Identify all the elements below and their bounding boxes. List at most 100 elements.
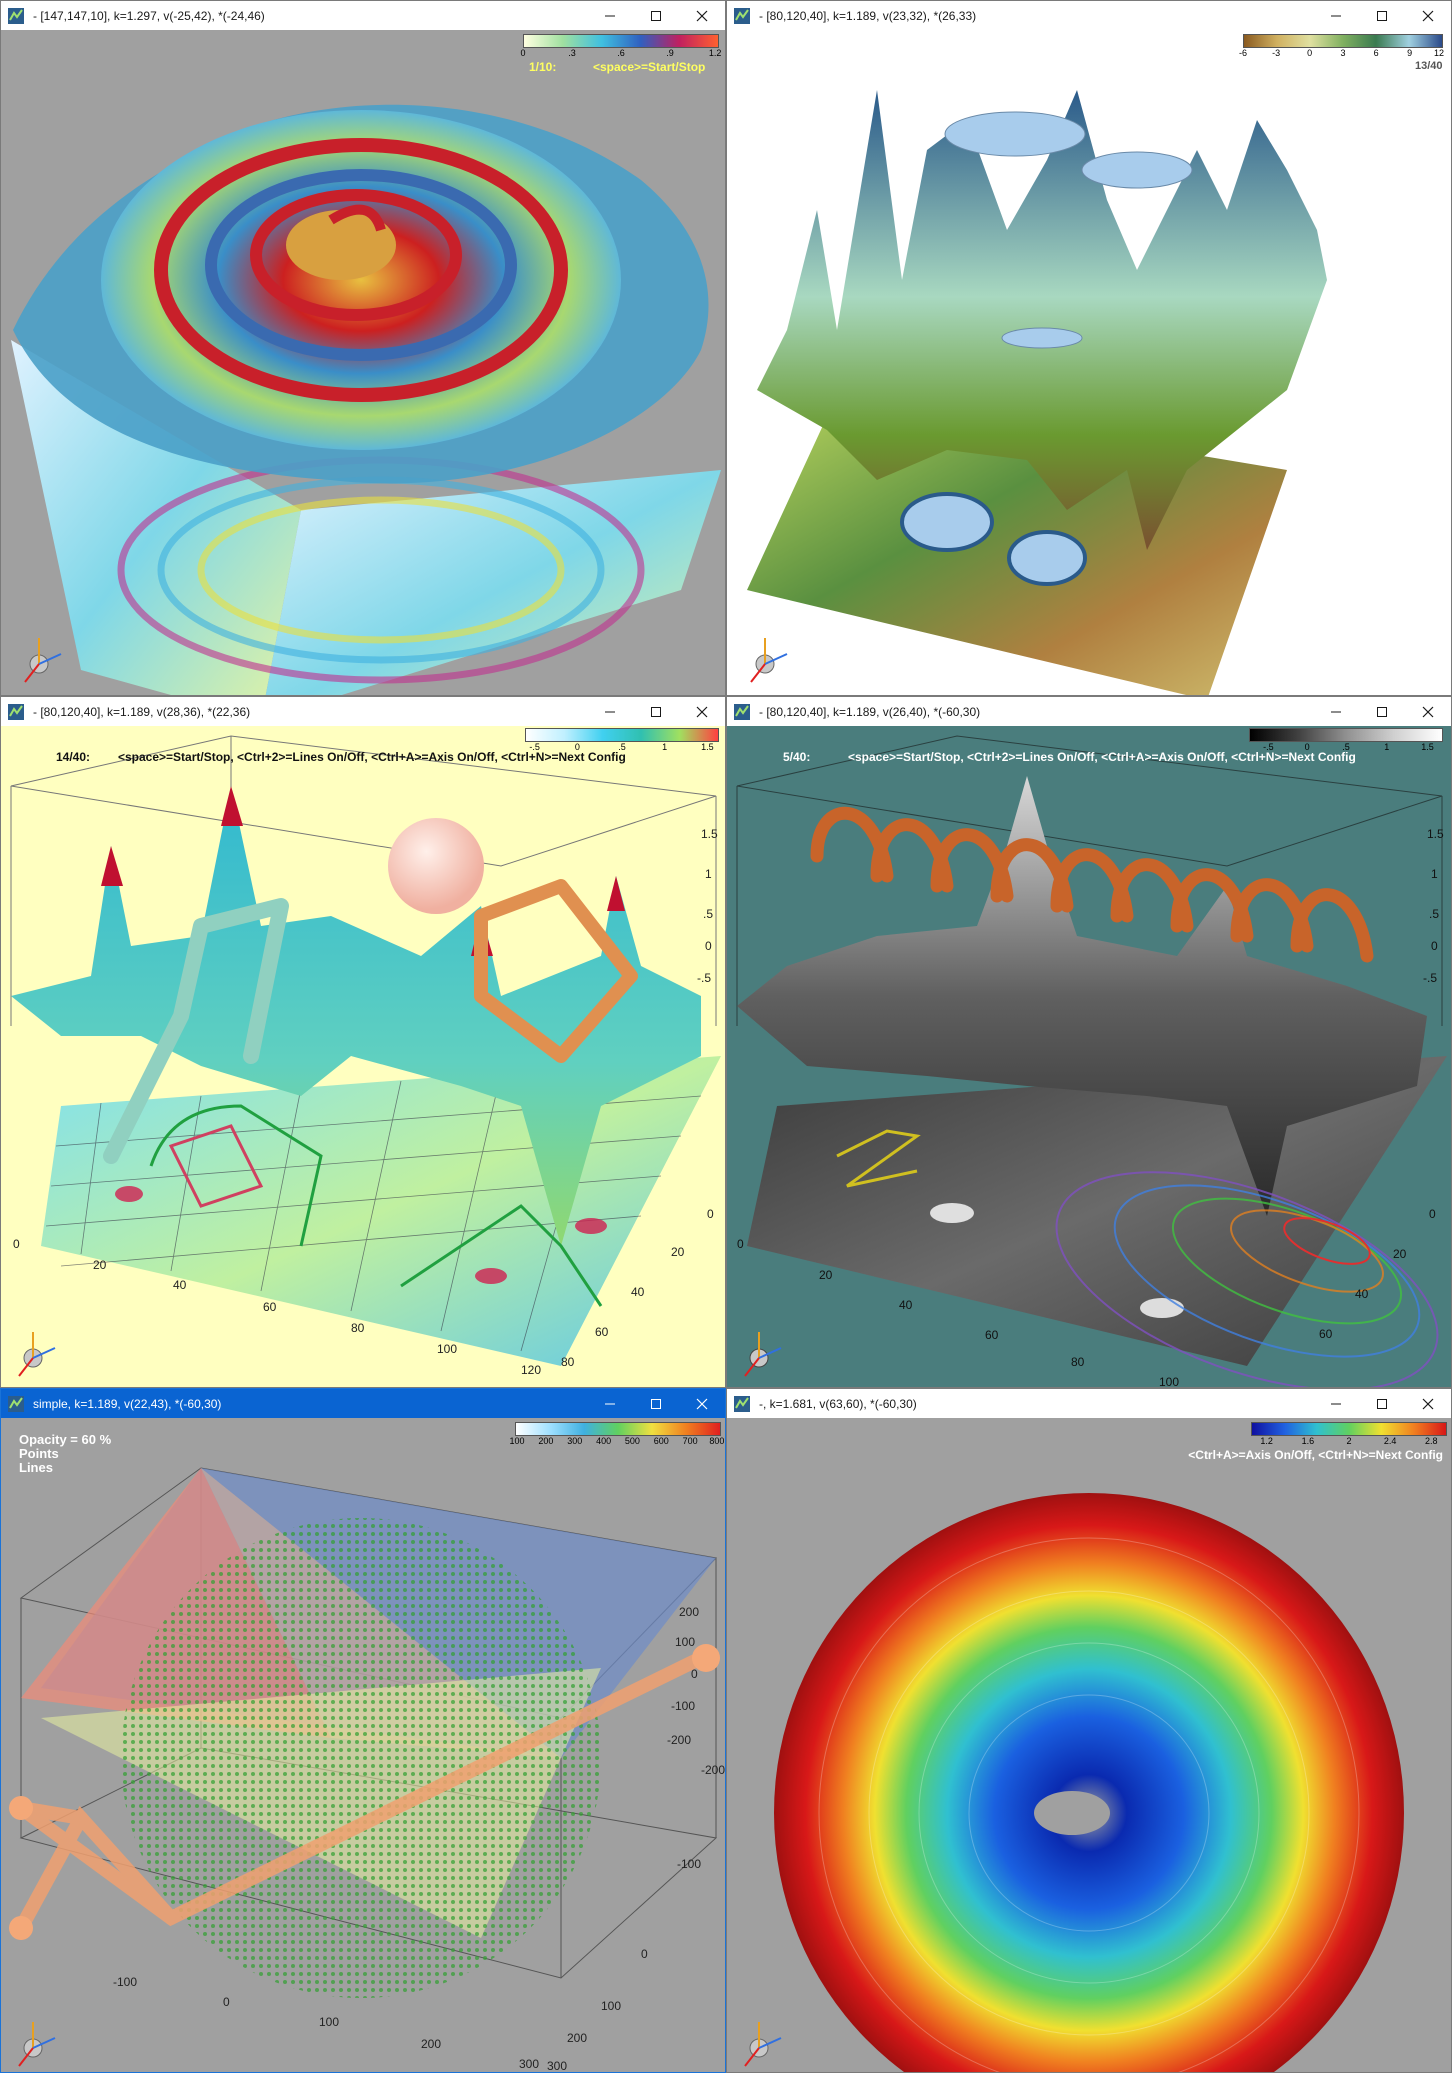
- titlebar[interactable]: simple, k=1.189, v(22,43), *(-60,30): [1, 1389, 725, 1418]
- axis-tick: -100: [671, 1699, 695, 1713]
- render-view[interactable]: 0 20 40 60 80 100 0 20 40 60 1.5 1 .5 0 …: [727, 726, 1451, 1387]
- maximize-button[interactable]: [633, 697, 679, 726]
- colorbar-tick: 600: [653, 1436, 669, 1446]
- render-view[interactable]: 0 .3 .6 .9 1.2 1/10: <space>=Start/Stop: [1, 30, 725, 695]
- minimize-button[interactable]: [1313, 1389, 1359, 1418]
- maximize-button[interactable]: [633, 1389, 679, 1418]
- titlebar[interactable]: - [147,147,10], k=1.297, v(-25,42), *(-2…: [1, 1, 725, 30]
- close-button[interactable]: [1405, 697, 1451, 726]
- hint-text: <space>=Start/Stop, <Ctrl+2>=Lines On/Of…: [118, 750, 626, 764]
- minimize-button[interactable]: [587, 1389, 633, 1418]
- window-surface-teal[interactable]: - [80,120,40], k=1.189, v(26,40), *(-60,…: [726, 696, 1452, 1388]
- close-button[interactable]: [1405, 1, 1451, 30]
- opacity-label: Opacity = 60 %: [19, 1432, 112, 1447]
- colorbar-tick: 1: [1384, 742, 1390, 752]
- app-icon: [8, 1395, 24, 1412]
- maximize-button[interactable]: [1359, 697, 1405, 726]
- render-view[interactable]: 200 100 0 -100 -200 -200 -100 0 100 200 …: [1, 1418, 725, 2072]
- axis-tick: 300: [519, 2057, 539, 2071]
- render-view[interactable]: 1.2 1.6 2 2.4 2.8 <Ctrl+A>=Axis On/Off, …: [727, 1418, 1451, 2072]
- minimize-button[interactable]: [587, 1, 633, 30]
- colorbar: -6 -3 0 3 6 9 12: [1239, 34, 1444, 59]
- floor-hotspot: [115, 1186, 607, 1284]
- axis-tick: 1.5: [701, 827, 718, 841]
- spiral-ring: [154, 138, 568, 402]
- axis-gizmo-icon: [744, 2022, 782, 2067]
- colorbar-ticks: -6 -3 0 3 6 9 12: [1239, 48, 1444, 59]
- maximize-button[interactable]: [1359, 1, 1405, 30]
- torus: [774, 1493, 1404, 2072]
- axis-tick: 100: [437, 1342, 457, 1356]
- window-title: - [80,120,40], k=1.189, v(23,32), *(26,3…: [759, 8, 977, 23]
- window-torus[interactable]: -, k=1.681, v(63,60), *(-60,30): [726, 1388, 1452, 2073]
- tube-segment: [103, 898, 289, 1164]
- contour-lines: [836, 1129, 1439, 1387]
- colorbar-tick: 1.2: [1260, 1436, 1273, 1446]
- app-icon: [8, 703, 24, 720]
- axis-tick: 100: [601, 1999, 621, 2013]
- geometry-plot: 200 100 0 -100 -200 -200 -100 0 100 200 …: [9, 1467, 725, 2072]
- axis-tick: 1: [1431, 867, 1438, 881]
- terrain-mass: [757, 90, 1327, 550]
- titlebar[interactable]: - [80,120,40], k=1.189, v(26,40), *(-60,…: [727, 697, 1451, 726]
- app-icon: [8, 7, 24, 24]
- window-surface-yellow[interactable]: - [80,120,40], k=1.189, v(28,36), *(22,3…: [0, 696, 726, 1388]
- axis-tick: 200: [421, 2037, 441, 2051]
- axis-tick: 80: [351, 1321, 365, 1335]
- titlebar[interactable]: -, k=1.681, v(63,60), *(-60,30): [727, 1389, 1451, 1418]
- colorbar-tick: 2.8: [1425, 1436, 1438, 1446]
- close-button[interactable]: [679, 1389, 725, 1418]
- axis-tick: 40: [899, 1298, 913, 1312]
- axis-tick: 0: [1429, 1207, 1436, 1221]
- window-terrain[interactable]: - [80,120,40], k=1.189, v(23,32), *(26,3…: [726, 0, 1452, 696]
- minimize-button[interactable]: [587, 697, 633, 726]
- colorbar-tick: 2.4: [1383, 1436, 1397, 1446]
- close-button[interactable]: [679, 697, 725, 726]
- spiral-ring: [205, 169, 517, 361]
- colorbar-gradient: [515, 1422, 721, 1436]
- render-view[interactable]: 0 20 40 60 80 100 120 0 20 40 60 80 1.5 …: [1, 726, 725, 1387]
- colorbar-tick: 2: [1346, 1436, 1352, 1446]
- colorbar: 100 200 300 400 500 600 700 800: [510, 1422, 725, 1447]
- axis-tick: 20: [93, 1258, 107, 1272]
- minimize-button[interactable]: [1313, 1, 1359, 30]
- colorbar-tick: 500: [624, 1436, 640, 1446]
- minimize-button[interactable]: [1313, 697, 1359, 726]
- axis-tick: 40: [1355, 1287, 1369, 1301]
- titlebar[interactable]: - [80,120,40], k=1.189, v(23,32), *(26,3…: [727, 1, 1451, 30]
- axis-tick: .5: [1429, 907, 1439, 921]
- close-button[interactable]: [1405, 1389, 1451, 1418]
- maximize-button[interactable]: [1359, 1389, 1405, 1418]
- window-simple-geometry[interactable]: simple, k=1.189, v(22,43), *(-60,30): [0, 1388, 726, 2073]
- axis-tick: 0: [13, 1237, 20, 1251]
- frame-counter: 13/40: [1415, 60, 1443, 72]
- close-button[interactable]: [679, 1, 725, 30]
- render-view[interactable]: -6 -3 0 3 6 9 12 13/40: [727, 30, 1451, 695]
- axis-labels: 0 20 40 60 80 100 0 20 40 60 1.5 1 .5 0 …: [737, 827, 1444, 1387]
- colorbar-ticks: 0 .3 .6 .9 1.2: [520, 48, 721, 59]
- torus-plot: [774, 1493, 1404, 2072]
- axis-tick: 200: [679, 1605, 699, 1619]
- frame-counter: 5/40:: [783, 750, 811, 764]
- colorbar-gradient: [523, 34, 719, 48]
- sphere: [388, 818, 484, 914]
- colorbar-tick: 1.5: [701, 742, 714, 752]
- colorbar-tick: 100: [509, 1436, 525, 1446]
- colorbar-tick: -6: [1238, 48, 1248, 58]
- axis-gizmo-icon: [18, 2022, 56, 2067]
- app-icon: [734, 703, 750, 720]
- titlebar[interactable]: - [80,120,40], k=1.189, v(28,36), *(22,3…: [1, 697, 725, 726]
- window-spiral-wave[interactable]: - [147,147,10], k=1.297, v(-25,42), *(-2…: [0, 0, 726, 696]
- axis-tick: 40: [631, 1285, 645, 1299]
- window-title: simple, k=1.189, v(22,43), *(-60,30): [33, 1396, 222, 1411]
- colorbar-ticks: 100 200 300 400 500 600 700 800: [510, 1436, 725, 1447]
- spiral-surface-plot: [11, 104, 721, 695]
- maximize-button[interactable]: [633, 1, 679, 30]
- frame-counter: 14/40:: [56, 750, 91, 764]
- colorbar-gradient: [1243, 34, 1443, 48]
- colorbar-tick: 1: [662, 742, 668, 752]
- lines-label: Lines: [19, 1460, 53, 1475]
- colorbar-tick: 6: [1373, 48, 1379, 58]
- points-label: Points: [19, 1446, 59, 1461]
- axis-tick: 120: [521, 1363, 541, 1377]
